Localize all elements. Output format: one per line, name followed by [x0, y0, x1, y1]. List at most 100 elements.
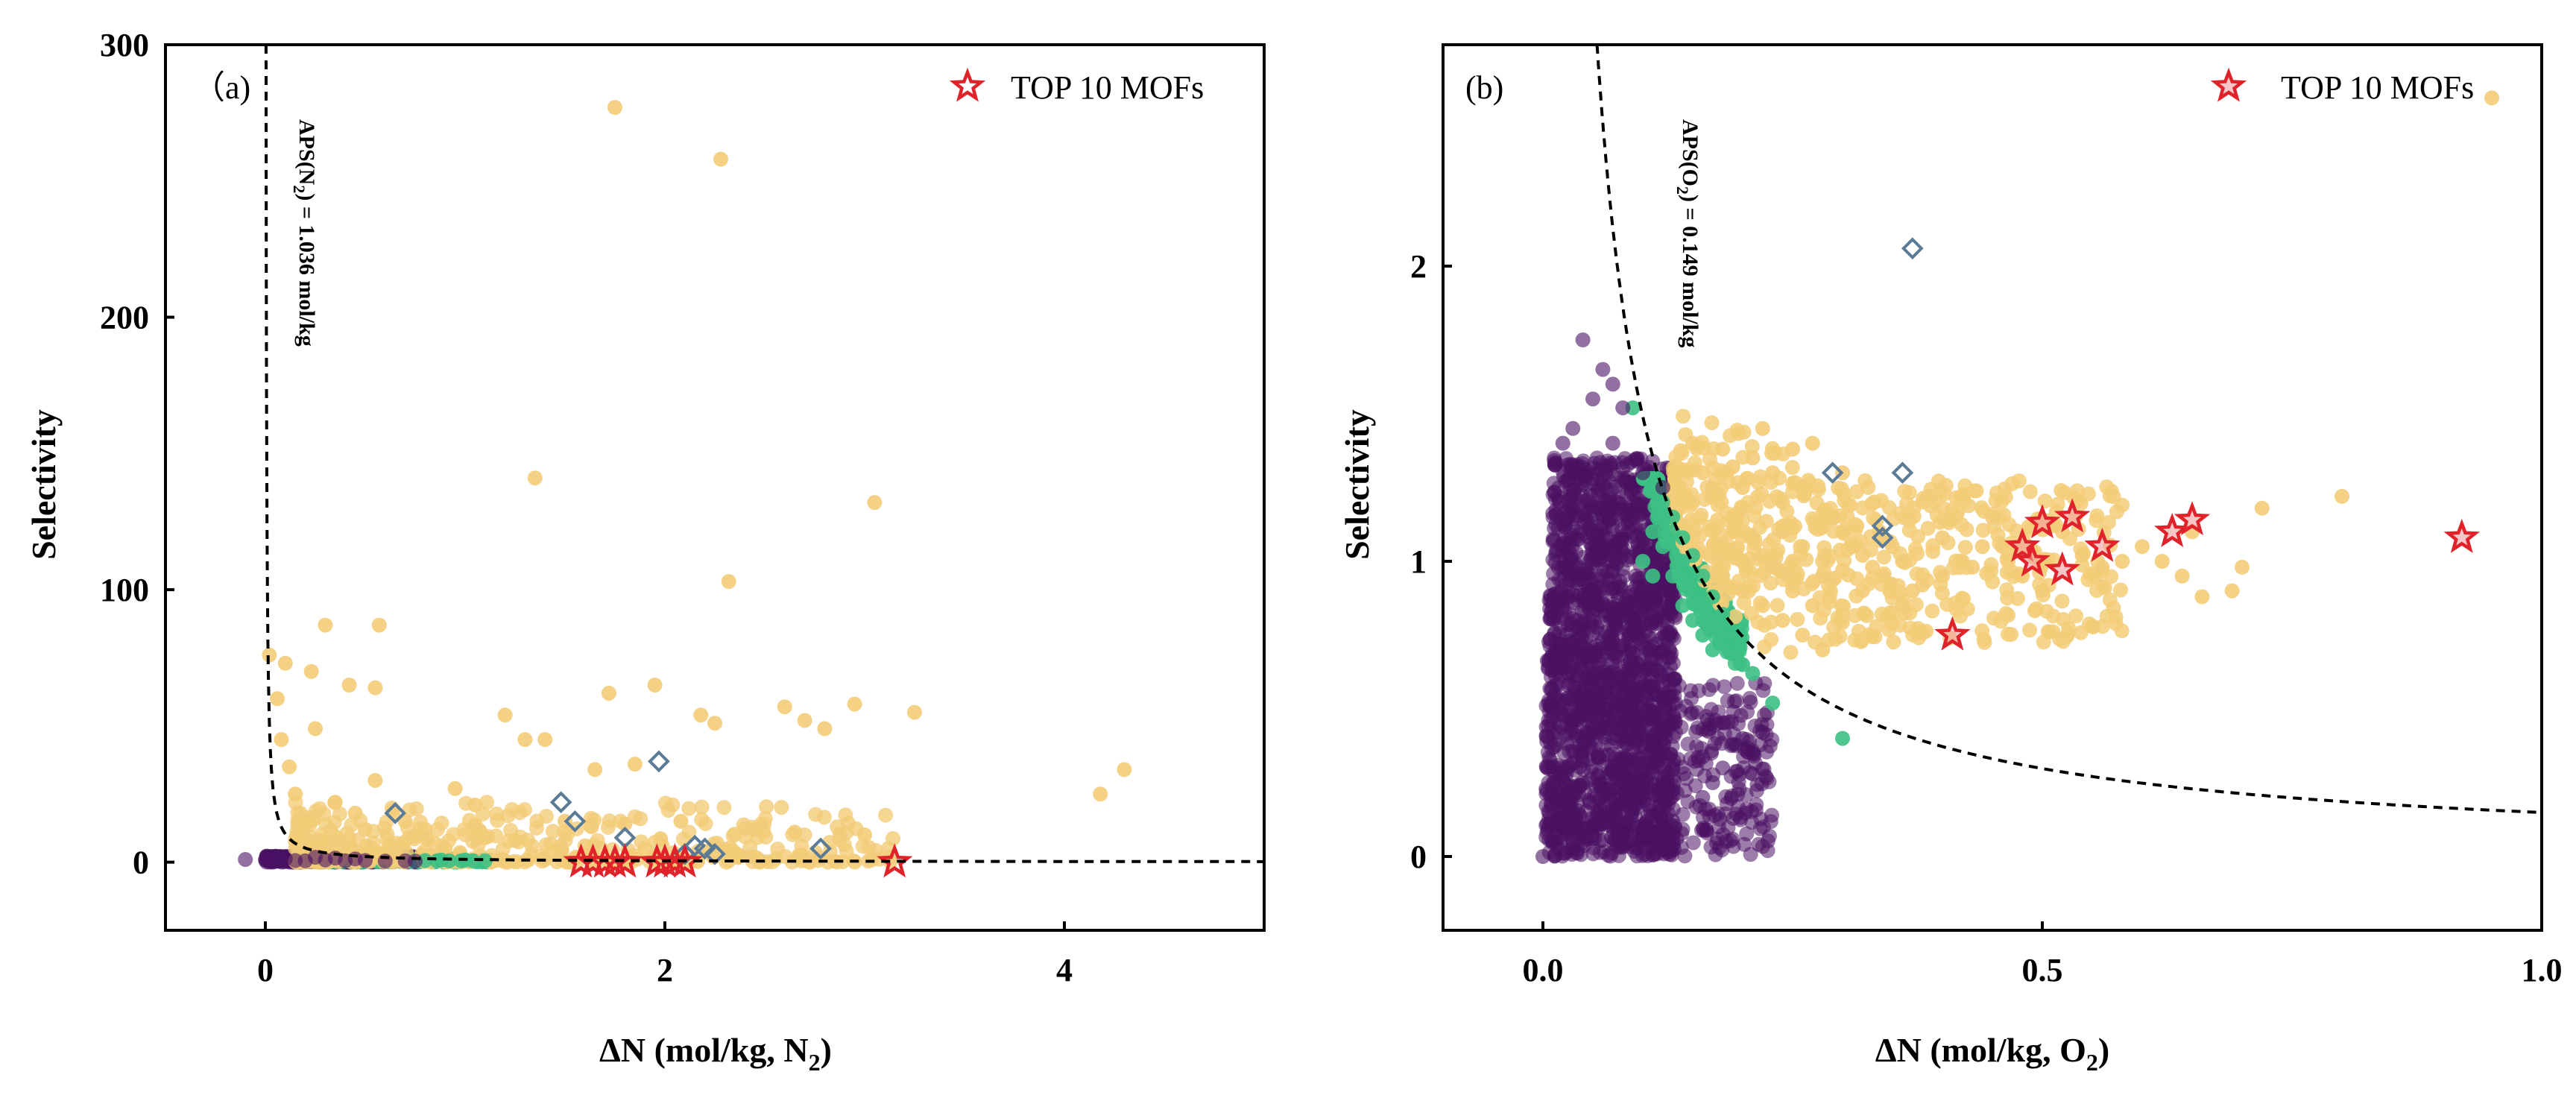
purple-point [1555, 435, 1570, 451]
purple-point [1665, 695, 1681, 711]
panel-b-label: (b) [1465, 69, 1503, 106]
yellow-point [2045, 608, 2061, 624]
panel-a-x-axis-label: ΔN (mol/kg, N2) [599, 1031, 832, 1076]
purple-point [1715, 760, 1731, 776]
purple-point [1669, 785, 1685, 801]
yellow-point [2334, 488, 2349, 504]
yellow-point [2011, 473, 2027, 489]
panel-a-legend-label: TOP 10 MOFs [1011, 69, 1204, 106]
purple-point [1729, 675, 1745, 691]
blue-diamond-point [673, 842, 696, 865]
blue-diamond-point [648, 750, 670, 773]
green-point [1685, 613, 1700, 628]
purple-point [1622, 654, 1638, 669]
yellow-point [277, 655, 293, 671]
yellow-point [1728, 609, 1743, 625]
green-point [1705, 642, 1720, 657]
purple-point [1652, 645, 1667, 660]
yellow-point [847, 696, 862, 712]
purple-point [1584, 545, 1600, 561]
yellow-point [1857, 605, 1872, 621]
yellow-point [2115, 554, 2130, 569]
yellow-point [787, 824, 803, 840]
yellow-point [1680, 462, 1696, 478]
panel-a-legend-star-icon [949, 67, 986, 102]
yellow-point [745, 854, 760, 869]
purple-point [1605, 564, 1620, 579]
purple-point [1615, 825, 1631, 841]
yellow-point [1948, 490, 1964, 505]
purple-point [1593, 592, 1609, 608]
purple-point [1552, 766, 1568, 781]
yellow-point [2054, 593, 2070, 609]
green-point [1685, 583, 1700, 599]
yellow-point [2094, 559, 2110, 575]
yellow-point [508, 833, 523, 848]
yellow-point [1869, 619, 1884, 634]
yellow-point [713, 151, 729, 167]
yellow-point [1895, 554, 1910, 569]
purple-point [1576, 453, 1591, 469]
yellow-point [777, 699, 792, 715]
yellow-point [1854, 548, 1870, 564]
yellow-point [545, 824, 561, 839]
purple-point [308, 850, 323, 865]
yellow-point [1755, 548, 1770, 564]
yellow-point [477, 830, 493, 845]
purple-point [1595, 832, 1611, 848]
purple-point [1580, 582, 1596, 598]
yellow-point [1676, 408, 1691, 424]
purple-point [1547, 555, 1563, 570]
yellow-point [1876, 549, 1892, 565]
purple-point [1619, 736, 1635, 752]
purple-point [1603, 474, 1618, 490]
yellow-point [1815, 642, 1831, 657]
yellow-point [417, 821, 433, 837]
purple-point [1655, 480, 1670, 495]
yellow-point [1886, 634, 1901, 650]
yellow-point [1735, 583, 1750, 599]
yellow-point [1993, 613, 2009, 629]
yellow-point [2057, 485, 2073, 500]
purple-point [1583, 502, 1599, 517]
purple-point [1764, 807, 1780, 823]
yellow-point [1736, 424, 1752, 440]
purple-point [1629, 783, 1644, 798]
yellow-point [1755, 598, 1770, 613]
purple-point [1573, 688, 1588, 704]
top10-star-point [2443, 518, 2480, 553]
top10-star-point [1934, 616, 1971, 651]
yellow-point [376, 820, 392, 836]
yellow-point [1999, 552, 2015, 567]
yellow-point [1906, 500, 1922, 516]
purple-point [1714, 736, 1730, 751]
purple-point [1755, 819, 1771, 835]
y-tick-label: 100 [100, 572, 149, 608]
yellow-point [438, 841, 453, 856]
yellow-point [1925, 603, 1940, 619]
purple-point [1745, 745, 1761, 761]
yellow-point [1725, 459, 1740, 475]
yellow-point [694, 799, 710, 815]
yellow-point [1828, 631, 1843, 647]
green-point [1765, 695, 1781, 711]
yellow-point [1823, 584, 1839, 599]
yellow-point [1765, 465, 1781, 481]
legend-star-icon [2210, 67, 2247, 102]
purple-point [1576, 467, 1591, 482]
yellow-point [1785, 554, 1800, 569]
purple-point [1745, 766, 1761, 782]
purple-point [1557, 577, 1573, 593]
purple-point [1613, 539, 1629, 555]
yellow-point [1785, 583, 1800, 599]
yellow-point [742, 839, 758, 855]
yellow-point [489, 806, 505, 821]
panel-b-plot-frame [1442, 43, 2543, 932]
yellow-point [2254, 500, 2270, 516]
purple-point [1590, 750, 1606, 766]
purple-point [1679, 771, 1694, 786]
green-point [1655, 509, 1670, 525]
yellow-point [1874, 606, 1890, 622]
y-tick-label: 2 [1410, 248, 1427, 285]
yellow-point [1834, 482, 1849, 497]
